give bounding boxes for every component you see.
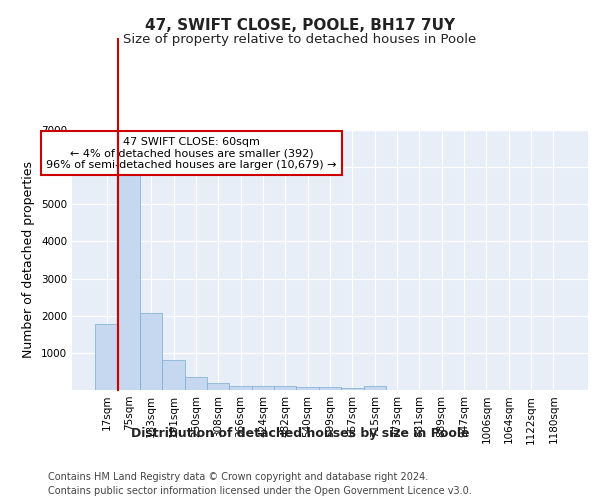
Bar [341, 388, 364, 390]
Text: Contains HM Land Registry data © Crown copyright and database right 2024.: Contains HM Land Registry data © Crown c… [48, 472, 428, 482]
Bar [95, 324, 118, 390]
Text: 47 SWIFT CLOSE: 60sqm
← 4% of detached houses are smaller (392)
96% of semi-deta: 47 SWIFT CLOSE: 60sqm ← 4% of detached h… [46, 136, 337, 170]
Bar [274, 386, 296, 390]
Bar [140, 314, 163, 390]
Bar [364, 386, 386, 390]
Bar [296, 387, 319, 390]
Bar [118, 176, 140, 390]
Bar [229, 386, 252, 390]
Text: Contains public sector information licensed under the Open Government Licence v3: Contains public sector information licen… [48, 486, 472, 496]
Text: Distribution of detached houses by size in Poole: Distribution of detached houses by size … [131, 428, 469, 440]
Text: Size of property relative to detached houses in Poole: Size of property relative to detached ho… [124, 32, 476, 46]
Text: 47, SWIFT CLOSE, POOLE, BH17 7UY: 47, SWIFT CLOSE, POOLE, BH17 7UY [145, 18, 455, 32]
Bar [207, 382, 229, 390]
Bar [185, 376, 207, 390]
Bar [252, 386, 274, 390]
Bar [163, 360, 185, 390]
Y-axis label: Number of detached properties: Number of detached properties [22, 162, 35, 358]
Bar [319, 388, 341, 390]
